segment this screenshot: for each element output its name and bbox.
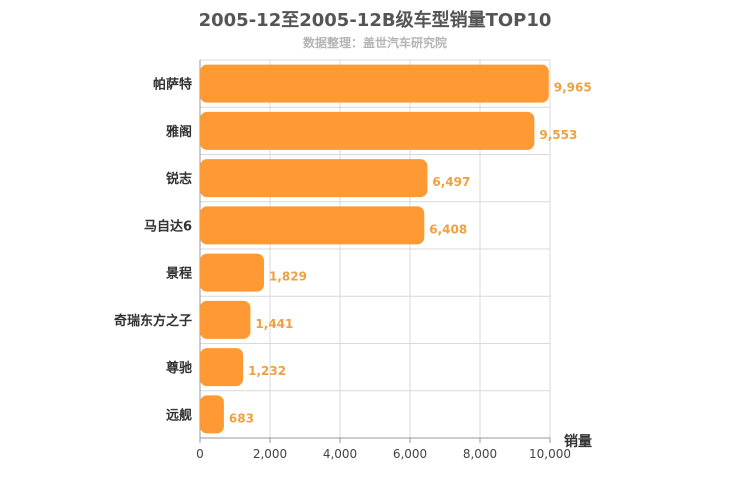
chart-subtitle: 数据整理：盖世汽车研究院	[302, 36, 447, 50]
category-label: 尊驰	[166, 360, 192, 376]
category-label: 帕萨特	[153, 77, 192, 93]
data-label: 6,497	[432, 175, 470, 189]
bar	[200, 395, 224, 434]
x-tick-label: 10,000	[529, 447, 571, 461]
bar	[200, 253, 265, 292]
x-tick-label: 8,000	[463, 447, 497, 461]
data-label: 9,553	[539, 128, 577, 142]
data-label: 683	[229, 411, 254, 425]
category-label: 锐志	[166, 171, 192, 187]
bar	[200, 348, 244, 387]
bar	[200, 64, 549, 103]
category-label: 雅阁	[166, 124, 192, 140]
category-label: 奇瑞东方之子	[114, 313, 192, 329]
bar	[200, 159, 428, 198]
x-tick-label: 0	[196, 447, 204, 461]
data-label: 9,965	[554, 81, 592, 95]
x-axis-title: 销量	[564, 433, 592, 450]
data-label: 6,408	[429, 222, 467, 236]
category-label: 马自达6	[144, 218, 192, 234]
x-tick-label: 2,000	[253, 447, 287, 461]
bar	[200, 206, 425, 245]
category-label: 远舰	[166, 407, 192, 423]
x-tick-label: 4,000	[323, 447, 357, 461]
data-label: 1,441	[255, 317, 293, 331]
x-tick-label: 6,000	[393, 447, 427, 461]
data-label: 1,829	[269, 270, 307, 284]
bar	[200, 111, 535, 150]
bar	[200, 300, 251, 339]
data-label: 1,232	[248, 364, 286, 378]
category-label: 景程	[166, 267, 192, 282]
chart-title: 2005-12至2005-12B级车型销量TOP10	[198, 10, 552, 31]
